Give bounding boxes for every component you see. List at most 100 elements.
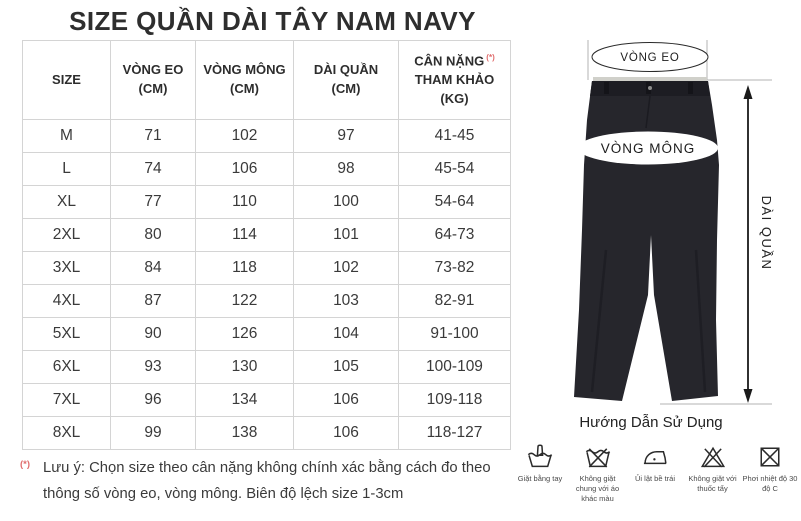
care-guide-title: Hướng Dẫn Sử Dụng <box>579 414 723 431</box>
care-icons-row: Giặt bằng tay Không giặt chung với áo kh… <box>512 443 798 503</box>
table-row: M 71 102 97 41-45 <box>22 119 511 153</box>
cell-weight: 73-82 <box>398 251 511 285</box>
table-header-row: SIZE VÒNG EO (CM) VÒNG MÔNG (CM) DÀI QUẦ… <box>22 40 511 120</box>
cell-size: M <box>22 119 111 153</box>
cell-hip: 138 <box>195 416 294 450</box>
hip-callout: VÒNG MÔNG <box>578 131 718 165</box>
cell-hip: 134 <box>195 383 294 417</box>
care-label: Không giặt với thuốc tẩy <box>688 474 737 493</box>
hip-label: VÒNG MÔNG <box>601 141 696 156</box>
table-row: XL 77 110 100 54-64 <box>22 185 511 219</box>
footnote-marker: (*) <box>20 459 31 470</box>
cell-weight: 91-100 <box>398 317 511 351</box>
cell-size: 4XL <box>22 284 111 318</box>
cell-waist: 84 <box>110 251 196 285</box>
cell-length: 102 <box>293 251 399 285</box>
table-row: 8XL 99 138 106 118-127 <box>22 416 511 450</box>
care-item-hand-wash: Giặt bằng tay <box>512 443 568 503</box>
length-arrow <box>743 85 753 403</box>
care-item-no-mixed-wash: Không giặt chung với áo khác màu <box>570 443 626 503</box>
col-header-hip: VÒNG MÔNG (CM) <box>195 40 294 120</box>
cell-length: 104 <box>293 317 399 351</box>
cell-length: 97 <box>293 119 399 153</box>
cell-weight: 109-118 <box>398 383 511 417</box>
cell-hip: 130 <box>195 350 294 384</box>
col-header-label: DÀI QUẦN <box>313 62 379 78</box>
cell-size: 7XL <box>22 383 111 417</box>
cell-size: 3XL <box>22 251 111 285</box>
table-row: L 74 106 98 45-54 <box>22 152 511 186</box>
cell-length: 101 <box>293 218 399 252</box>
waist-label: VÒNG EO <box>620 51 679 64</box>
cell-hip: 118 <box>195 251 294 285</box>
cell-length: 103 <box>293 284 399 318</box>
no-mixed-wash-icon <box>585 448 610 468</box>
cell-waist: 74 <box>110 152 196 186</box>
cell-weight: 100-109 <box>398 350 511 384</box>
cell-hip: 110 <box>195 185 294 219</box>
care-item-no-bleach: Không giặt với thuốc tẩy <box>685 443 741 503</box>
cell-size: XL <box>22 185 111 219</box>
iron-inside-out-icon <box>643 450 667 465</box>
care-label: Phơi nhiệt độ 30 độ C <box>742 474 798 493</box>
table-row: 6XL 93 130 105 100-109 <box>22 350 511 384</box>
cell-waist: 87 <box>110 284 196 318</box>
col-header-label: SIZE <box>52 71 81 87</box>
footnote-text: Lưu ý: Chọn size theo cân nặng không chí… <box>43 460 491 502</box>
cell-weight: 54-64 <box>398 185 511 219</box>
col-header-unit: (CM) <box>230 81 259 96</box>
col-header-size: SIZE <box>22 40 111 120</box>
care-label: Giặt bằng tay <box>517 474 563 483</box>
cell-length: 106 <box>293 383 399 417</box>
line-dry-30c-icon <box>760 447 780 467</box>
care-label: Không giặt chung với áo khác màu <box>575 474 620 503</box>
cell-size: 2XL <box>22 218 111 252</box>
cell-length: 100 <box>293 185 399 219</box>
cell-waist: 99 <box>110 416 196 450</box>
cell-size: 6XL <box>22 350 111 384</box>
col-header-unit: (CM) <box>138 81 168 96</box>
cell-size: 8XL <box>22 416 111 450</box>
col-header-label: CÂN NẶNG (*) <box>414 52 495 68</box>
care-item-dry-30c: Phơi nhiệt độ 30 độ C <box>742 443 798 503</box>
table-row: 5XL 90 126 104 91-100 <box>22 317 511 351</box>
col-header-label2: THAM KHẢO <box>414 71 495 87</box>
table-row: 2XL 80 114 101 64-73 <box>22 218 511 252</box>
col-header-label: VÒNG MÔNG <box>203 62 286 78</box>
col-header-unit: (KG) <box>440 90 469 106</box>
cell-weight: 118-127 <box>398 416 511 450</box>
care-item-iron: Ủi lật bề trái <box>627 443 683 503</box>
length-label: DÀI QUẦN <box>759 196 774 271</box>
cell-weight: 41-45 <box>398 119 511 153</box>
cell-size: 5XL <box>22 317 111 351</box>
cell-waist: 71 <box>110 119 196 153</box>
table-row: 3XL 84 118 102 73-82 <box>22 251 511 285</box>
pants-image <box>574 77 719 401</box>
cell-size: L <box>22 152 111 186</box>
cell-weight: 64-73 <box>398 218 511 252</box>
care-label: Ủi lật bề trái <box>634 474 676 483</box>
page-title: SIZE QUẦN DÀI TÂY NAM NAVY <box>69 6 476 36</box>
size-table: SIZE VÒNG EO (CM) VÒNG MÔNG (CM) DÀI QUẦ… <box>22 40 511 450</box>
pants-measurement-diagram: VÒNG MÔNG VÒNG EO DÀI QUẦN <box>574 40 774 405</box>
cell-waist: 90 <box>110 317 196 351</box>
cell-hip: 102 <box>195 119 294 153</box>
hand-wash-icon <box>527 444 553 468</box>
cell-weight: 82-91 <box>398 284 511 318</box>
footnote-marker: (*) <box>486 52 495 62</box>
cell-waist: 93 <box>110 350 196 384</box>
table-row: 7XL 96 134 106 109-118 <box>22 383 511 417</box>
col-header-unit: (CM) <box>331 81 361 96</box>
cell-hip: 126 <box>195 317 294 351</box>
cell-waist: 96 <box>110 383 196 417</box>
footnote: (*) Lưu ý: Chọn size theo cân nặng không… <box>20 455 505 507</box>
cell-length: 98 <box>293 152 399 186</box>
cell-hip: 106 <box>195 152 294 186</box>
cell-waist: 77 <box>110 185 196 219</box>
waist-callout: VÒNG EO <box>591 42 709 72</box>
col-header-waist: VÒNG EO (CM) <box>110 40 196 120</box>
cell-hip: 122 <box>195 284 294 318</box>
cell-hip: 114 <box>195 218 294 252</box>
cell-length: 105 <box>293 350 399 384</box>
